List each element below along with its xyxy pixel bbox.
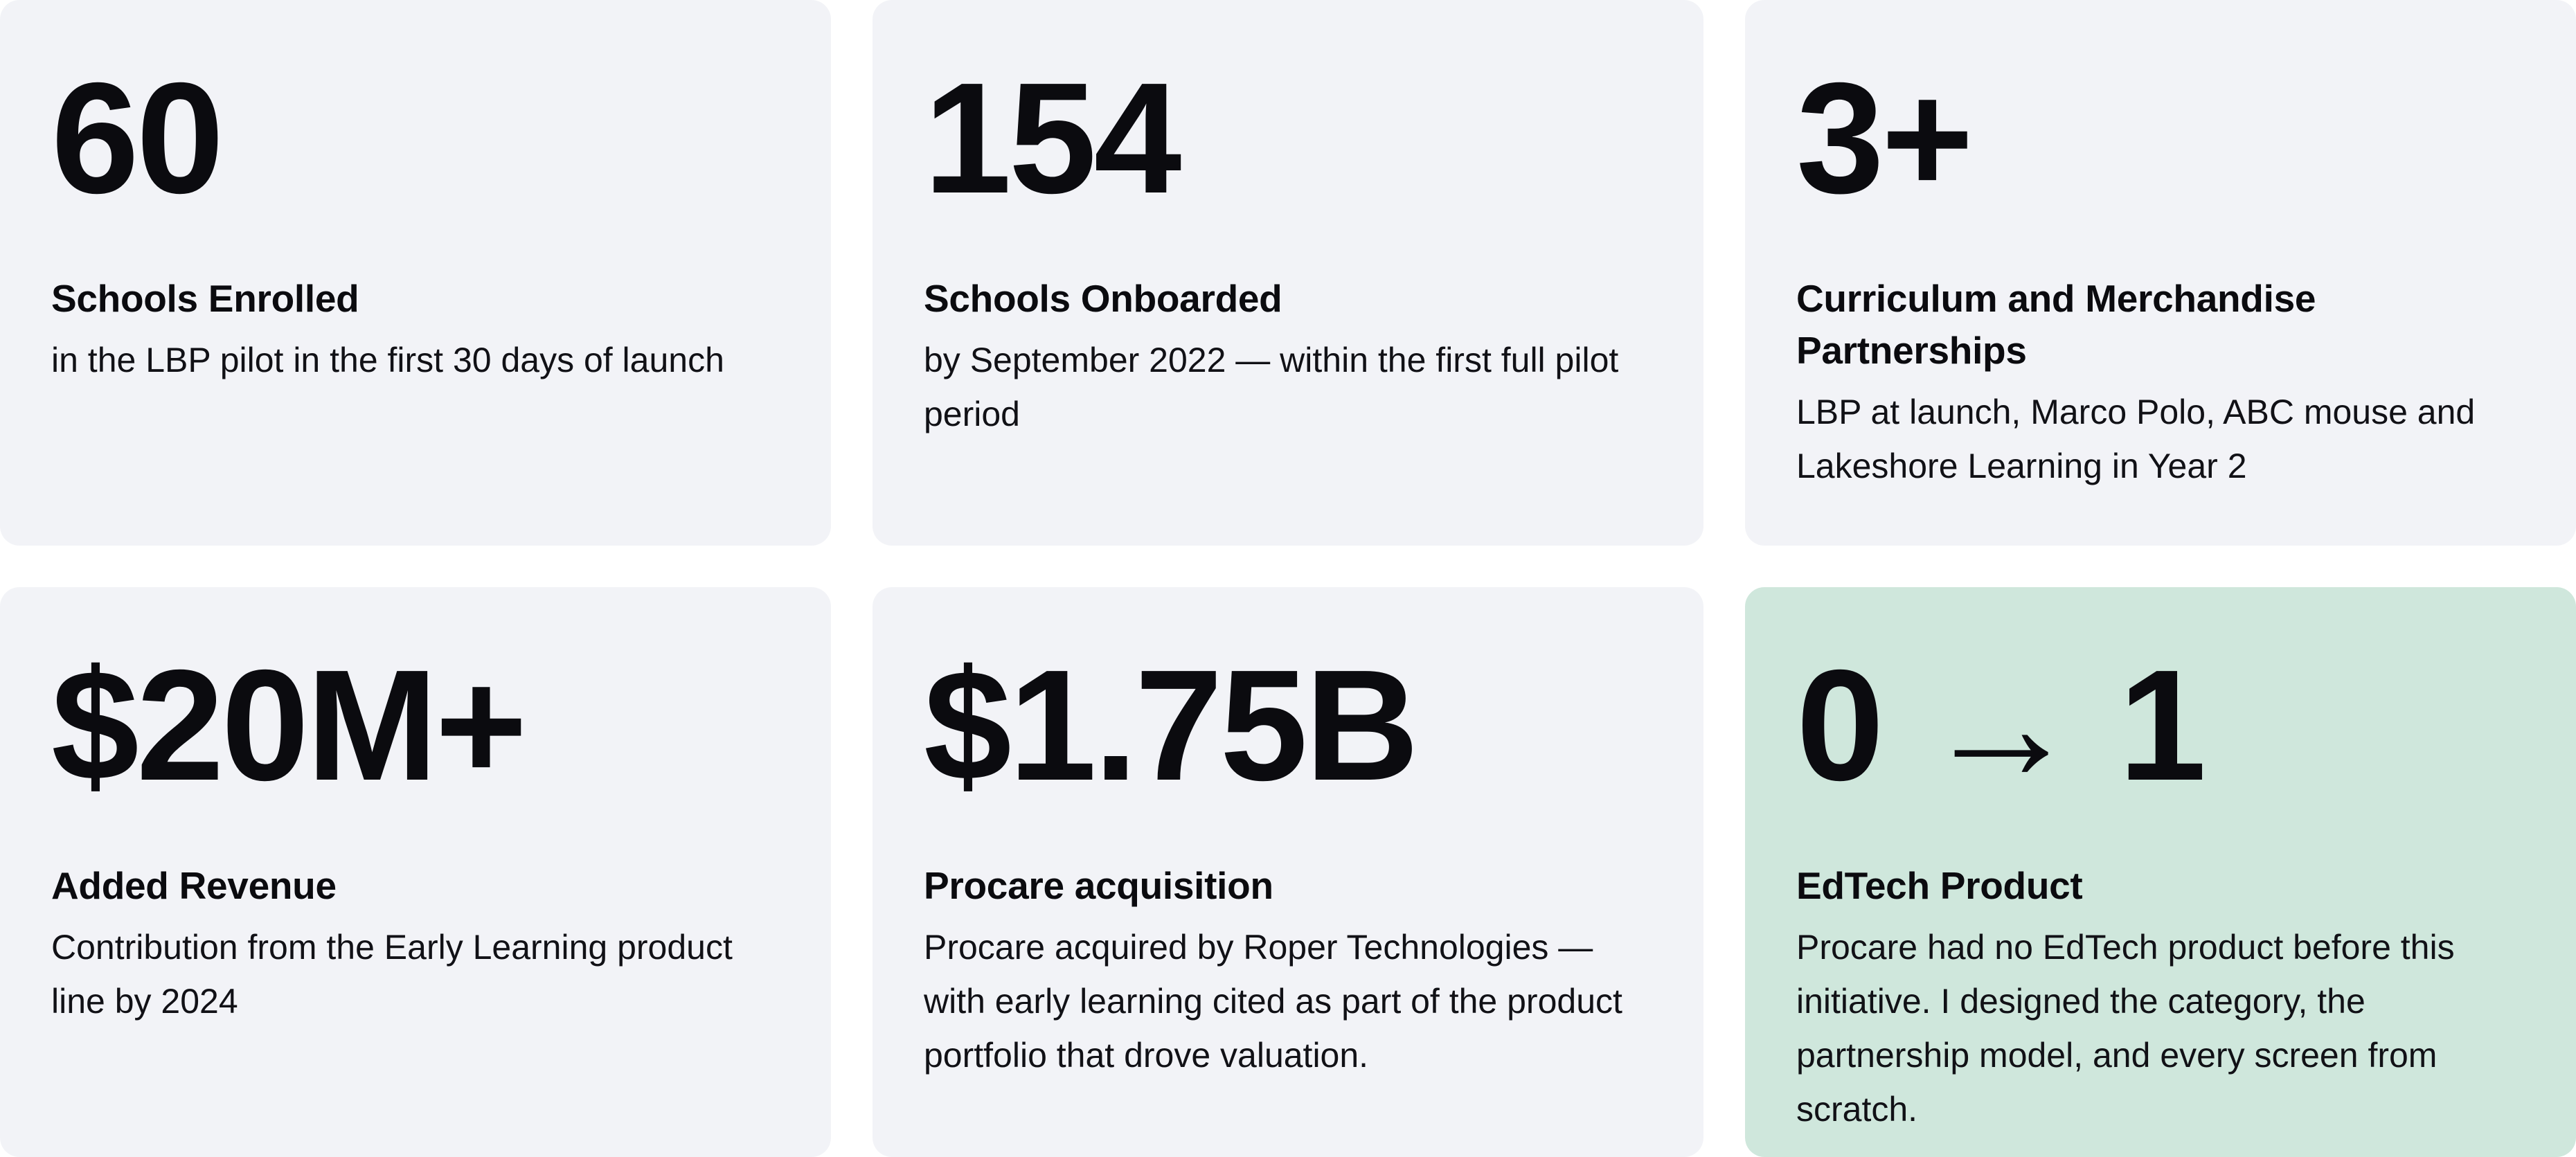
stat-card-schools-enrolled: 60 Schools Enrolled in the LBP pilot in …	[0, 0, 831, 546]
stat-title: Added Revenue	[51, 864, 337, 907]
stat-card-partnerships: 3+ Curriculum and Merchandise Partnershi…	[1745, 0, 2576, 546]
stat-value: 0 → 1	[1796, 638, 2206, 814]
stat-description: in the LBP pilot in the first 30 days of…	[51, 341, 724, 379]
stat-value: $1.75B	[924, 638, 1419, 814]
stat-title: Schools Onboarded	[924, 277, 1282, 320]
stat-value: $20M+	[51, 638, 527, 814]
stat-card-edtech-product: 0 → 1 EdTech Product Procare had no EdTe…	[1745, 587, 2576, 1157]
stat-card-schools-onboarded: 154 Schools Onboarded by September 2022 …	[873, 0, 1703, 546]
stat-description: LBP at launch, Marco Polo, ABC mouse and…	[1796, 393, 2476, 485]
stat-description: Procare had no EdTech product before thi…	[1796, 928, 2455, 1129]
stat-description: Procare acquired by Roper Technologies —…	[924, 928, 1622, 1075]
stat-card-procare-acquisition: $1.75B Procare acquisition Procare acqui…	[873, 587, 1703, 1157]
stat-title: EdTech Product	[1796, 864, 2083, 907]
stat-value: 154	[924, 51, 1181, 226]
stat-description: by September 2022 — within the first ful…	[924, 341, 1619, 433]
stat-title: Procare acquisition	[924, 864, 1273, 907]
stat-value: 3+	[1796, 51, 1974, 226]
stat-value: 60	[51, 51, 224, 226]
stat-title: Curriculum and Merchandise Partnerships	[1796, 277, 2316, 372]
stat-description: Contribution from the Early Learning pro…	[51, 928, 733, 1021]
stat-title: Schools Enrolled	[51, 277, 359, 320]
stat-card-added-revenue: $20M+ Added Revenue Contribution from th…	[0, 587, 831, 1157]
